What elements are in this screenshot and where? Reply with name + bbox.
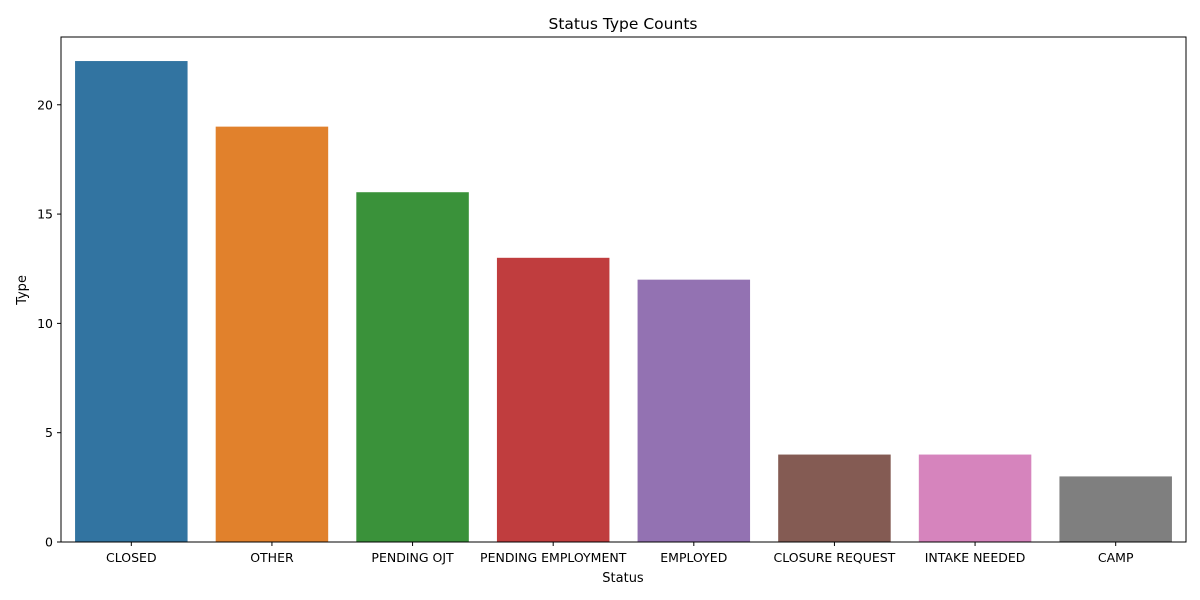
y-tick-label: 15 (37, 207, 53, 222)
x-tick-label: INTAKE NEEDED (925, 550, 1026, 565)
y-axis: 0 5 10 15 20 (37, 97, 61, 550)
x-tick-label: PENDING OJT (371, 550, 454, 565)
bar-employed (637, 279, 751, 542)
bar-camp (1059, 476, 1172, 542)
x-tick-label: OTHER (250, 550, 294, 565)
bar-other (215, 126, 329, 543)
x-axis: CLOSED OTHER PENDING OJT PENDING EMPLOYMENT… (106, 542, 1134, 565)
chart-title: Status Type Counts (549, 15, 698, 33)
x-tick-label: CLOSURE REQUEST (774, 550, 896, 565)
y-tick-label: 0 (45, 535, 53, 550)
x-tick-label: EMPLOYED (660, 550, 727, 565)
x-axis-label: Status (602, 571, 644, 586)
bars-group (75, 61, 1172, 543)
bar-closed (75, 61, 188, 543)
x-tick-label: CAMP (1098, 550, 1134, 565)
x-tick-label: CLOSED (106, 550, 157, 565)
x-tick-label: PENDING EMPLOYMENT (480, 550, 627, 565)
y-tick-label: 5 (45, 425, 53, 440)
y-tick-label: 20 (37, 97, 53, 112)
bar-intake-needed (918, 454, 1032, 542)
y-tick-label: 10 (37, 316, 53, 331)
plot-frame (60, 36, 1187, 543)
bar-closure-request (778, 454, 891, 542)
bar-pending-employment (496, 257, 610, 542)
y-axis-label: Type (15, 275, 30, 306)
bar-pending-ojt (356, 192, 469, 543)
